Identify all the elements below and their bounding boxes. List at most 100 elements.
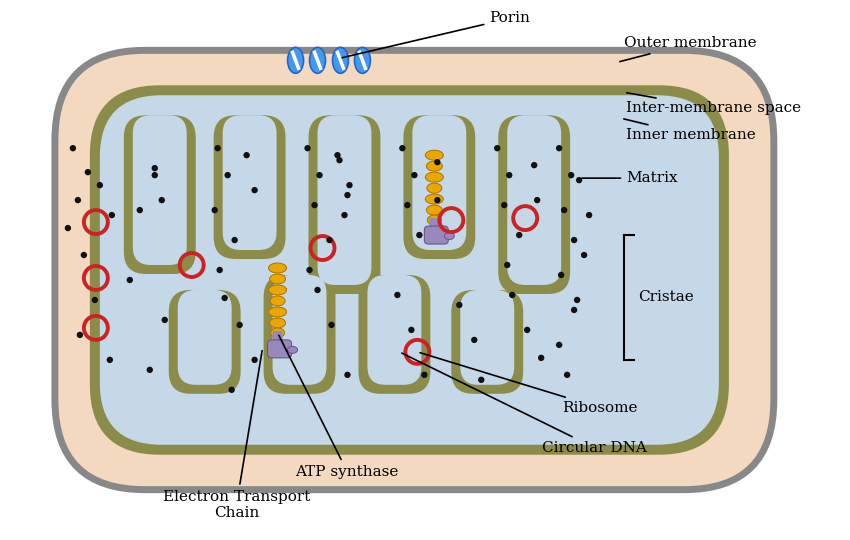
Text: Circular DNA: Circular DNA — [402, 353, 647, 455]
Text: Matrix: Matrix — [582, 171, 677, 185]
Ellipse shape — [427, 183, 442, 193]
Circle shape — [571, 307, 577, 313]
FancyBboxPatch shape — [404, 115, 475, 259]
Circle shape — [76, 332, 83, 338]
Circle shape — [214, 145, 221, 151]
Ellipse shape — [425, 194, 444, 204]
FancyBboxPatch shape — [90, 85, 729, 455]
FancyBboxPatch shape — [99, 95, 719, 445]
Text: Inter-membrane space: Inter-membrane space — [626, 93, 802, 115]
Text: Inner membrane: Inner membrane — [624, 119, 756, 142]
FancyBboxPatch shape — [429, 218, 439, 228]
Circle shape — [534, 197, 541, 203]
Circle shape — [222, 295, 228, 301]
Circle shape — [243, 152, 250, 158]
Circle shape — [328, 322, 335, 328]
Circle shape — [304, 145, 311, 151]
Ellipse shape — [309, 48, 326, 73]
FancyBboxPatch shape — [273, 331, 282, 341]
Circle shape — [344, 372, 351, 378]
Circle shape — [137, 207, 143, 213]
FancyBboxPatch shape — [507, 115, 561, 285]
Circle shape — [509, 292, 515, 298]
Circle shape — [159, 197, 165, 203]
Circle shape — [70, 145, 76, 151]
Text: Electron Transport
Chain: Electron Transport Chain — [162, 350, 310, 519]
Circle shape — [236, 322, 243, 328]
Circle shape — [586, 212, 592, 218]
Circle shape — [456, 302, 462, 308]
FancyBboxPatch shape — [178, 290, 232, 385]
Circle shape — [501, 202, 507, 208]
Circle shape — [75, 197, 81, 203]
Ellipse shape — [269, 285, 286, 295]
FancyBboxPatch shape — [133, 115, 187, 265]
Circle shape — [556, 342, 563, 348]
Circle shape — [408, 327, 415, 333]
Ellipse shape — [270, 328, 285, 338]
Circle shape — [574, 297, 581, 303]
Ellipse shape — [287, 346, 298, 353]
Circle shape — [344, 192, 351, 198]
FancyBboxPatch shape — [359, 275, 430, 394]
Circle shape — [346, 182, 353, 188]
Circle shape — [109, 212, 115, 218]
FancyBboxPatch shape — [424, 226, 448, 244]
Circle shape — [316, 172, 323, 178]
Circle shape — [405, 202, 411, 208]
Circle shape — [311, 202, 318, 208]
Circle shape — [231, 237, 238, 243]
Circle shape — [471, 337, 478, 343]
Ellipse shape — [427, 205, 442, 215]
Circle shape — [326, 237, 332, 243]
Circle shape — [81, 252, 87, 258]
Circle shape — [478, 376, 484, 383]
Circle shape — [151, 165, 158, 171]
Circle shape — [212, 207, 218, 213]
FancyBboxPatch shape — [213, 115, 286, 259]
Circle shape — [434, 197, 440, 203]
Text: Cristae: Cristae — [638, 290, 694, 304]
Ellipse shape — [269, 318, 286, 328]
FancyBboxPatch shape — [124, 115, 196, 274]
Circle shape — [434, 159, 440, 165]
Circle shape — [337, 157, 343, 164]
Circle shape — [162, 317, 168, 323]
Text: Porin: Porin — [343, 11, 530, 58]
FancyBboxPatch shape — [223, 115, 276, 250]
Ellipse shape — [269, 274, 286, 284]
Circle shape — [516, 232, 523, 238]
Circle shape — [224, 172, 231, 178]
Circle shape — [151, 172, 158, 178]
Circle shape — [421, 372, 428, 378]
Circle shape — [342, 212, 348, 218]
Circle shape — [127, 277, 133, 283]
Text: ATP synthase: ATP synthase — [279, 335, 399, 478]
Circle shape — [394, 292, 400, 298]
Circle shape — [252, 356, 258, 363]
Circle shape — [97, 182, 103, 188]
Ellipse shape — [425, 227, 444, 239]
Circle shape — [581, 252, 587, 258]
FancyBboxPatch shape — [367, 275, 422, 385]
FancyBboxPatch shape — [273, 275, 326, 385]
Ellipse shape — [354, 48, 371, 73]
Ellipse shape — [269, 340, 286, 352]
Circle shape — [146, 367, 153, 373]
Circle shape — [561, 207, 567, 213]
FancyBboxPatch shape — [268, 340, 292, 358]
Circle shape — [92, 297, 98, 303]
Ellipse shape — [445, 233, 454, 240]
FancyBboxPatch shape — [451, 290, 524, 394]
Circle shape — [229, 387, 235, 393]
Ellipse shape — [332, 48, 348, 73]
Circle shape — [494, 145, 501, 151]
Circle shape — [576, 177, 582, 184]
Ellipse shape — [270, 296, 285, 306]
Circle shape — [506, 172, 513, 178]
Ellipse shape — [287, 48, 303, 73]
Circle shape — [252, 187, 258, 193]
FancyBboxPatch shape — [318, 115, 371, 285]
FancyBboxPatch shape — [461, 290, 514, 385]
Circle shape — [217, 267, 223, 273]
